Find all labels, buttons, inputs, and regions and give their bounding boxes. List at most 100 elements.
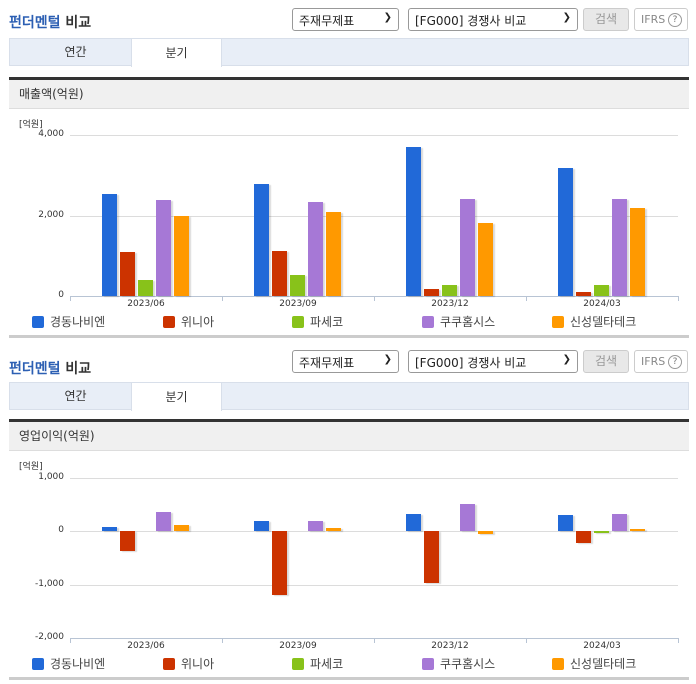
bar-위니아[interactable] bbox=[272, 250, 287, 296]
bar-파세코[interactable] bbox=[290, 275, 305, 296]
group-select[interactable]: [FG000] 경쟁사 비교 ❯ bbox=[408, 350, 578, 373]
bar-파세코[interactable] bbox=[442, 285, 457, 296]
gridline bbox=[70, 135, 678, 136]
bar-파세코[interactable] bbox=[594, 285, 609, 296]
bar-파세코[interactable] bbox=[138, 279, 153, 296]
legend-swatch-icon bbox=[292, 658, 304, 670]
y-tick-label: 1,000 bbox=[38, 472, 64, 482]
group-select-value: [FG000] 경쟁사 비교 bbox=[415, 14, 527, 28]
help-icon[interactable]: ? bbox=[668, 355, 682, 369]
bar-위니아[interactable] bbox=[576, 291, 591, 296]
tab-annual[interactable]: 연간 bbox=[64, 389, 87, 403]
bar-경동나비엔[interactable] bbox=[558, 515, 573, 532]
bar-경동나비엔[interactable] bbox=[558, 168, 573, 296]
bar-쿠쿠홈시스[interactable] bbox=[156, 511, 171, 532]
bar-경동나비엔[interactable] bbox=[406, 514, 421, 532]
legend-item[interactable]: 위니아 bbox=[163, 655, 214, 672]
gridline bbox=[70, 584, 678, 586]
chevron-down-icon: ❯ bbox=[562, 354, 571, 365]
title-rest: 비교 bbox=[60, 361, 92, 377]
x-tick bbox=[678, 296, 679, 301]
bar-쿠쿠홈시스[interactable] bbox=[460, 503, 475, 532]
gridline bbox=[70, 531, 678, 533]
x-tick-label: 2023/12 bbox=[431, 299, 469, 309]
ifrs-button[interactable]: IFRS? bbox=[634, 8, 688, 31]
bar-경동나비엔[interactable] bbox=[406, 147, 421, 296]
legend-item[interactable]: 위니아 bbox=[163, 313, 214, 330]
search-button[interactable]: 검색 bbox=[583, 350, 629, 373]
x-tick bbox=[222, 296, 223, 301]
chart-legend: 경동나비엔 위니아 파세코 쿠쿠홈시스 신성델타테크 bbox=[0, 655, 696, 671]
bar-위니아[interactable] bbox=[424, 289, 439, 296]
bar-위니아[interactable] bbox=[576, 531, 591, 544]
bar-위니아[interactable] bbox=[272, 531, 287, 595]
ifrs-button[interactable]: IFRS? bbox=[634, 350, 688, 373]
legend-swatch-icon bbox=[422, 316, 434, 328]
bar-쿠쿠홈시스[interactable] bbox=[460, 198, 475, 296]
panel-header: 펀더멘털 비교 주재무제표 ❯ [FG000] 경쟁사 비교 ❯ 검색 IFRS? bbox=[0, 0, 696, 38]
bar-쿠쿠홈시스[interactable] bbox=[612, 198, 627, 296]
bar-경동나비엔[interactable] bbox=[254, 184, 269, 296]
title-rest: 비교 bbox=[60, 15, 92, 31]
legend-item[interactable]: 쿠쿠홈시스 bbox=[422, 313, 495, 330]
bar-쿠쿠홈시스[interactable] bbox=[612, 514, 627, 532]
bar-경동나비엔[interactable] bbox=[254, 520, 269, 532]
bar-경동나비엔[interactable] bbox=[102, 194, 117, 296]
bar-쿠쿠홈시스[interactable] bbox=[156, 199, 171, 296]
fundamental-panel-revenue: 펀더멘털 비교 주재무제표 ❯ [FG000] 경쟁사 비교 ❯ 검색 IFRS? … bbox=[0, 0, 696, 340]
bar-신성델타테크[interactable] bbox=[630, 528, 645, 532]
group-select-value: [FG000] 경쟁사 비교 bbox=[415, 356, 527, 370]
x-tick-label: 2023/09 bbox=[279, 299, 317, 309]
legend-swatch-icon bbox=[163, 316, 175, 328]
bar-신성델타테크[interactable] bbox=[478, 531, 493, 534]
y-tick-label: -1,000 bbox=[34, 578, 64, 589]
legend-item[interactable]: 경동나비엔 bbox=[32, 655, 105, 672]
y-tick-label: 0 bbox=[58, 290, 64, 300]
search-button[interactable]: 검색 bbox=[583, 8, 629, 31]
tab-quarterly[interactable]: 분기 bbox=[131, 382, 222, 411]
panel-title: 펀더멘털 비교 bbox=[9, 358, 91, 378]
tab-annual[interactable]: 연간 bbox=[64, 45, 87, 59]
x-tick-label: 2023/12 bbox=[431, 641, 469, 651]
bar-파세코[interactable] bbox=[594, 531, 609, 534]
bar-신성델타테크[interactable] bbox=[174, 215, 189, 296]
statement-select[interactable]: 주재무제표 ❯ bbox=[292, 350, 399, 373]
bar-위니아[interactable] bbox=[120, 252, 135, 296]
legend-item[interactable]: 파세코 bbox=[292, 655, 343, 672]
help-icon[interactable]: ? bbox=[668, 13, 682, 27]
legend-item[interactable]: 파세코 bbox=[292, 313, 343, 330]
title-accent: 펀더멘털 bbox=[9, 15, 61, 31]
bar-쿠쿠홈시스[interactable] bbox=[308, 520, 323, 532]
legend-label: 쿠쿠홈시스 bbox=[440, 657, 496, 671]
tab-quarterly[interactable]: 분기 bbox=[131, 38, 222, 67]
y-tick-label: 0 bbox=[58, 525, 64, 536]
gridline bbox=[70, 478, 678, 479]
x-tick bbox=[526, 638, 527, 643]
y-tick-label: -2,000 bbox=[34, 632, 64, 642]
legend-item[interactable]: 신성델타테크 bbox=[552, 313, 636, 330]
legend-label: 파세코 bbox=[310, 657, 344, 671]
legend-swatch-icon bbox=[32, 316, 44, 328]
legend-swatch-icon bbox=[422, 658, 434, 670]
bar-위니아[interactable] bbox=[120, 531, 135, 552]
divider bbox=[9, 335, 689, 338]
legend-label: 쿠쿠홈시스 bbox=[440, 315, 496, 329]
bar-신성델타테크[interactable] bbox=[478, 223, 493, 296]
legend-label: 경동나비엔 bbox=[50, 657, 106, 671]
bar-위니아[interactable] bbox=[424, 531, 439, 584]
bar-신성델타테크[interactable] bbox=[326, 527, 341, 532]
bar-쿠쿠홈시스[interactable] bbox=[308, 201, 323, 296]
legend-item[interactable]: 쿠쿠홈시스 bbox=[422, 655, 495, 672]
bar-신성델타테크[interactable] bbox=[630, 207, 645, 296]
bar-신성델타테크[interactable] bbox=[174, 525, 189, 532]
period-tabs: 연간 분기 bbox=[9, 382, 689, 411]
group-select[interactable]: [FG000] 경쟁사 비교 ❯ bbox=[408, 8, 578, 31]
legend-item[interactable]: 신성델타테크 bbox=[552, 655, 636, 672]
bar-경동나비엔[interactable] bbox=[102, 526, 117, 532]
chevron-down-icon: ❯ bbox=[383, 354, 392, 365]
statement-select[interactable]: 주재무제표 ❯ bbox=[292, 8, 399, 31]
bar-신성델타테크[interactable] bbox=[326, 211, 341, 296]
metric-title: 영업이익(억원) bbox=[9, 419, 689, 451]
chevron-down-icon: ❯ bbox=[383, 12, 392, 23]
legend-item[interactable]: 경동나비엔 bbox=[32, 313, 105, 330]
